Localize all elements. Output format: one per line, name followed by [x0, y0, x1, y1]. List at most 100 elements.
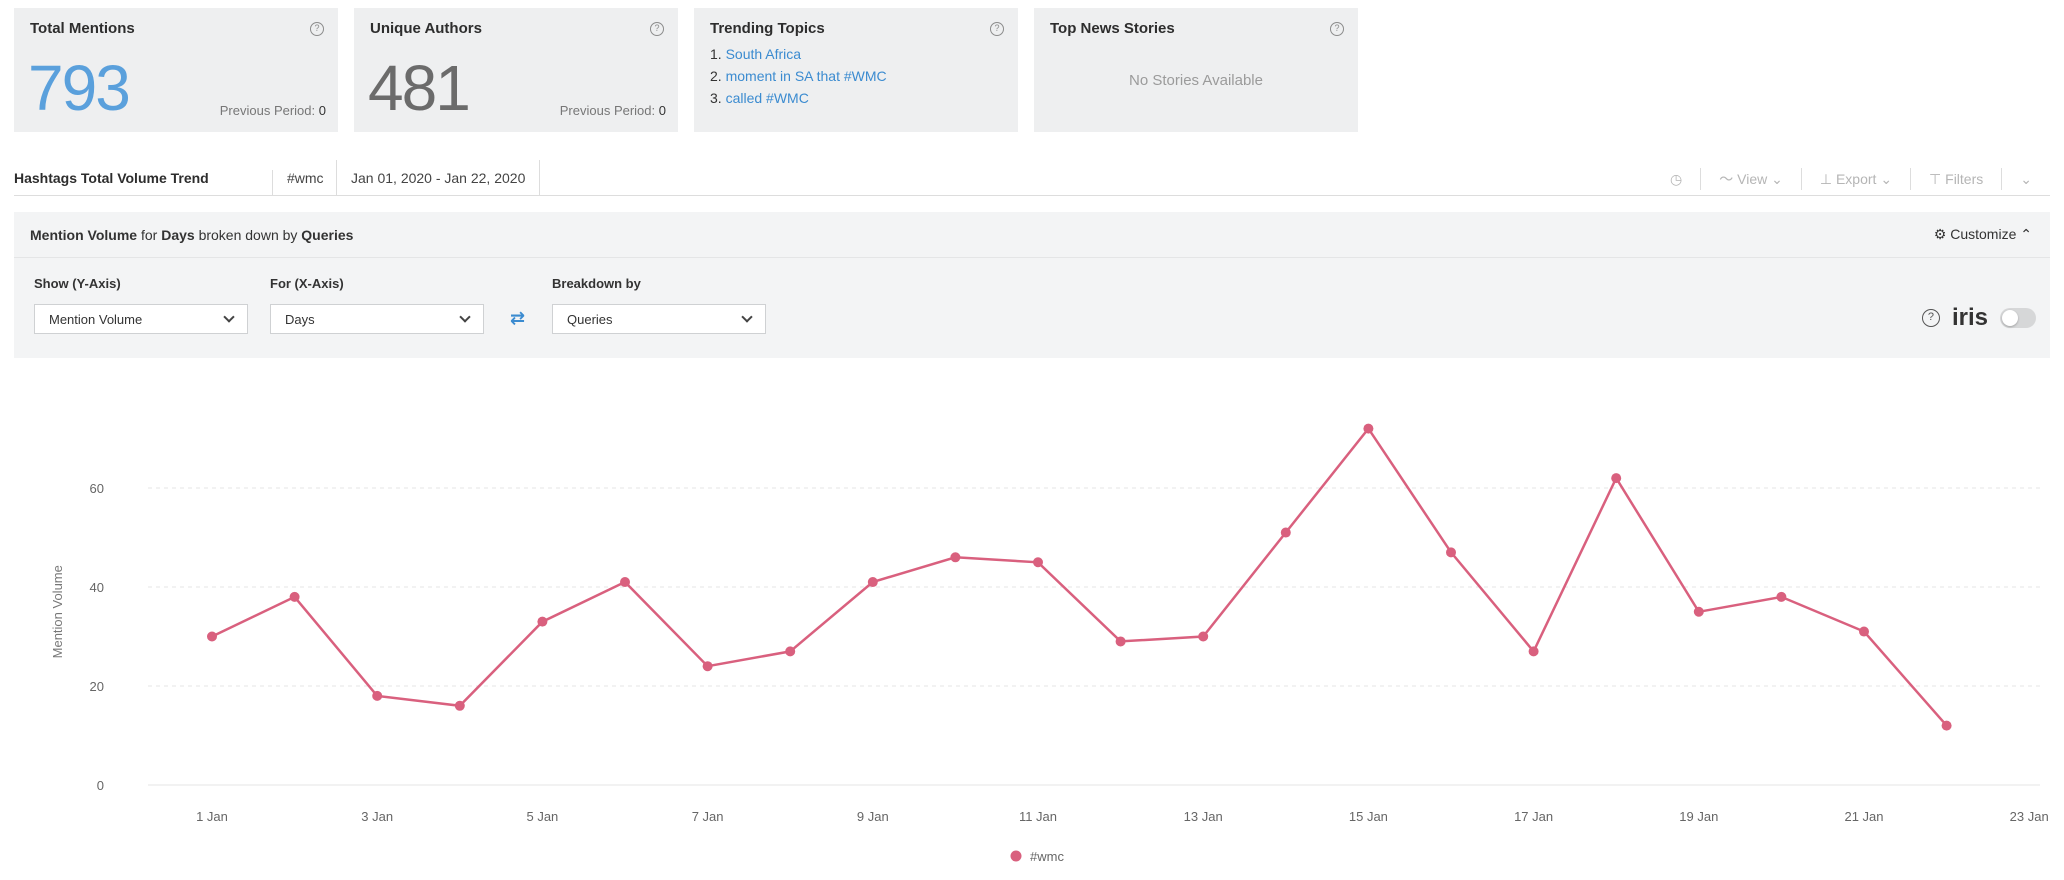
y-axis-title: Mention Volume [50, 565, 65, 658]
series-line-wmc [211, 426, 1948, 727]
x-tick-label: 15 Jan [1349, 809, 1388, 824]
y-axis-value: Mention Volume [49, 312, 143, 327]
view-label: View [1737, 171, 1768, 187]
chevron-down-icon: ⌄ [1771, 171, 1783, 187]
data-point[interactable] [785, 646, 796, 657]
x-tick-label: 3 Jan [361, 809, 393, 824]
chevron-down-icon: ⌄ [1880, 171, 1893, 187]
legend-marker [1010, 850, 1022, 862]
x-tick-label: 19 Jan [1679, 809, 1718, 824]
collapse-button[interactable]: ⌄ [2001, 168, 2050, 190]
x-tick-label: 1 Jan [196, 809, 228, 824]
total-mentions-value: 793 [28, 52, 131, 124]
breakdown-select[interactable]: Queries [552, 304, 766, 334]
data-point[interactable] [1115, 636, 1126, 647]
data-point[interactable] [537, 616, 548, 627]
previous-period-value: 0 [318, 103, 326, 118]
trending-topics-list: 1. South Africa 2. moment in SA that #WM… [710, 43, 1002, 109]
iris-label: iris [1951, 304, 1988, 331]
customize-label: Customize [1950, 226, 2017, 242]
data-point[interactable] [1941, 720, 1952, 731]
broken-down-text: broken down by [198, 227, 298, 243]
unique-authors-value: 481 [368, 52, 471, 124]
chevron-down-icon [459, 311, 471, 323]
trending-topics-title: Trending Topics [710, 20, 825, 37]
help-icon[interactable]: ? [1330, 22, 1344, 36]
chart-description: Mention Volume for Days broken down by Q… [14, 212, 2050, 258]
data-point[interactable] [1033, 557, 1043, 568]
export-label: Export [1835, 171, 1877, 187]
list-item: 3. called #WMC [710, 90, 809, 106]
data-point[interactable] [620, 577, 630, 588]
export-button[interactable]: ⊥ Export ⌄ [1800, 168, 1910, 190]
trending-topics-card: Trending Topics ? 1. South Africa 2. mom… [694, 8, 1018, 132]
data-point[interactable] [1363, 423, 1374, 434]
for-text: for [140, 227, 158, 243]
data-point[interactable] [702, 661, 713, 672]
data-point[interactable] [372, 690, 383, 701]
data-point[interactable] [950, 552, 961, 563]
top-news-card: Top News Stories ? No Stories Available [1034, 8, 1358, 132]
filters-label: Filters [1945, 171, 1984, 187]
x-axis-select[interactable]: Days [270, 304, 484, 334]
total-mentions-card: Total Mentions ? 793 Previous Period: 0 [14, 8, 338, 132]
unique-authors-title: Unique Authors [370, 20, 482, 37]
widget-title: Hashtags Total Volume Trend [14, 170, 209, 186]
data-point[interactable] [454, 700, 465, 711]
data-point[interactable] [207, 631, 217, 642]
y-tick-label: 0 [97, 778, 104, 793]
filters-button[interactable]: ⊤ Filters [1910, 168, 2001, 190]
help-icon[interactable]: ? [650, 22, 664, 36]
help-icon[interactable]: ? [990, 22, 1004, 36]
hashtag-filter[interactable]: #wmc [272, 170, 324, 196]
x-tick-label: 7 Jan [692, 809, 724, 824]
x-tick-label: 21 Jan [1844, 809, 1883, 824]
trending-topic-link[interactable]: called #WMC [725, 90, 809, 106]
data-point[interactable] [1528, 646, 1539, 657]
x-tick-label: 11 Jan [1019, 809, 1057, 824]
x-axis-ticks: 1 Jan 3 Jan 5 Jan 7 Jan 9 Jan 11 Jan 13 Jan 15 … [196, 809, 2049, 824]
chart-legend[interactable]: #wmc [1010, 849, 1065, 864]
customize-panel: Mention Volume for Days broken down by Q… [14, 212, 2050, 358]
customize-button[interactable]: ⚙ Customize ⌃ [1934, 226, 2032, 243]
filter-icon: ⊤ [1929, 171, 1942, 187]
data-point[interactable] [1446, 547, 1456, 558]
x-tick-label: 9 Jan [857, 809, 889, 824]
y-axis-ticks: 0 20 40 60 [90, 481, 104, 793]
x-tick-label: 17 Jan [1514, 809, 1553, 824]
swap-axes-icon[interactable]: ⇄ [510, 308, 526, 328]
trending-topic-link[interactable]: moment in SA that #WMC [725, 68, 887, 84]
breakdown-name: Queries [301, 227, 354, 243]
widget-toolbar: Hashtags Total Volume Trend #wmc Jan 01,… [14, 160, 2050, 196]
date-range[interactable]: Jan 01, 2020 - Jan 22, 2020 [336, 160, 541, 196]
help-icon[interactable]: ? [1921, 309, 1940, 327]
iris-toggle[interactable] [2000, 308, 2036, 328]
data-point[interactable] [1776, 591, 1787, 602]
x-axis-label: For (X-Axis) [270, 276, 344, 291]
metric-name: Mention Volume [30, 227, 138, 243]
y-tick-label: 20 [90, 679, 104, 694]
data-point[interactable] [1859, 626, 1869, 637]
data-point[interactable] [1693, 606, 1704, 617]
data-point[interactable] [1611, 473, 1622, 484]
y-axis-select[interactable]: Mention Volume [34, 304, 248, 334]
toggle-knob [2002, 310, 2018, 326]
data-point[interactable] [867, 577, 878, 588]
list-item: 2. moment in SA that #WMC [710, 68, 887, 84]
total-mentions-title: Total Mentions [30, 20, 135, 37]
chevron-down-icon: ⌄ [2020, 171, 2032, 187]
download-icon: ⊥ [1819, 171, 1833, 187]
data-point[interactable] [1198, 631, 1209, 642]
clock-icon[interactable]: ◷ [1670, 171, 1683, 187]
top-news-title: Top News Stories [1050, 20, 1175, 37]
data-point[interactable] [1280, 527, 1291, 538]
iris-control: ? iris [1921, 304, 2036, 332]
y-tick-label: 40 [90, 580, 104, 595]
y-axis-label: Show (Y-Axis) [34, 276, 121, 291]
gear-icon: ⚙ [1933, 226, 1947, 242]
data-point[interactable] [289, 591, 300, 602]
view-button[interactable]: 〜 View ⌄ [1700, 168, 1801, 190]
series-points [207, 423, 1952, 731]
trending-topic-link[interactable]: South Africa [725, 46, 802, 62]
help-icon[interactable]: ? [310, 22, 324, 36]
